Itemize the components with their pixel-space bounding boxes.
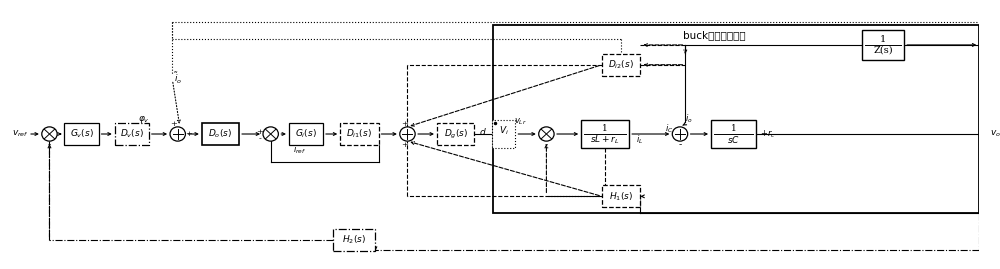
Circle shape [672,127,688,141]
Text: $+r_c$: $+r_c$ [760,128,776,140]
Bar [602,54,640,76]
Circle shape [263,127,278,141]
Text: $D_{i2}(s)$: $D_{i2}(s)$ [608,58,634,71]
Text: buck变换器主电路: buck变换器主电路 [683,30,746,40]
Bar [115,123,149,145]
Bar [602,185,640,207]
Circle shape [42,127,57,141]
Circle shape [539,127,554,141]
Text: $D_{i1}(s)$: $D_{i1}(s)$ [346,128,372,140]
Text: -: - [258,135,261,143]
Text: +: + [185,130,192,138]
Text: $v_{ref}$: $v_{ref}$ [12,129,29,139]
Text: $v_{Lr}$: $v_{Lr}$ [514,117,527,128]
Text: -: - [545,141,548,150]
Text: +: + [401,120,408,128]
Text: $G_v(s)$: $G_v(s)$ [70,128,93,140]
Text: Z(s): Z(s) [873,46,893,55]
Text: $\varphi_v$: $\varphi_v$ [138,114,149,125]
Circle shape [170,127,185,141]
Text: $H_2(s)$: $H_2(s)$ [342,234,366,246]
Text: +: + [401,141,408,149]
Text: $D_v(s)$: $D_v(s)$ [120,128,144,140]
Text: -: - [48,141,51,150]
Bar [340,123,379,145]
Text: $i_{ref}$: $i_{ref}$ [293,144,306,156]
Text: $sC$: $sC$ [727,134,740,145]
Text: +: + [170,120,177,128]
Text: 1: 1 [602,124,608,133]
Text: $\tilde{i}_o$: $\tilde{i}_o$ [174,71,183,86]
Text: $d$: $d$ [479,126,487,137]
Bar [492,120,515,148]
Text: $i_L$: $i_L$ [636,134,643,146]
Bar [289,123,323,145]
Text: $D_o(s)$: $D_o(s)$ [208,128,232,140]
Bar [64,123,99,145]
Bar [862,30,904,60]
Text: 1: 1 [731,124,736,133]
Text: $H_1(s)$: $H_1(s)$ [609,190,633,203]
Text: $i_o$: $i_o$ [685,113,692,125]
Bar [437,123,474,145]
Text: -: - [678,141,682,150]
Text: $V_i$: $V_i$ [499,125,509,137]
Text: $v_o$: $v_o$ [990,129,1000,139]
Text: +: + [256,128,263,136]
Bar [333,229,375,251]
Circle shape [400,127,415,141]
Bar [581,120,629,148]
Bar [711,120,756,148]
Text: $i_C$: $i_C$ [665,123,673,135]
Bar [493,25,979,213]
Text: 1: 1 [880,35,886,44]
Text: $sL+r_L$: $sL+r_L$ [590,133,620,146]
Text: $G_i(s)$: $G_i(s)$ [295,128,317,140]
Bar [202,123,239,145]
Text: $D_g(s)$: $D_g(s)$ [444,128,468,141]
